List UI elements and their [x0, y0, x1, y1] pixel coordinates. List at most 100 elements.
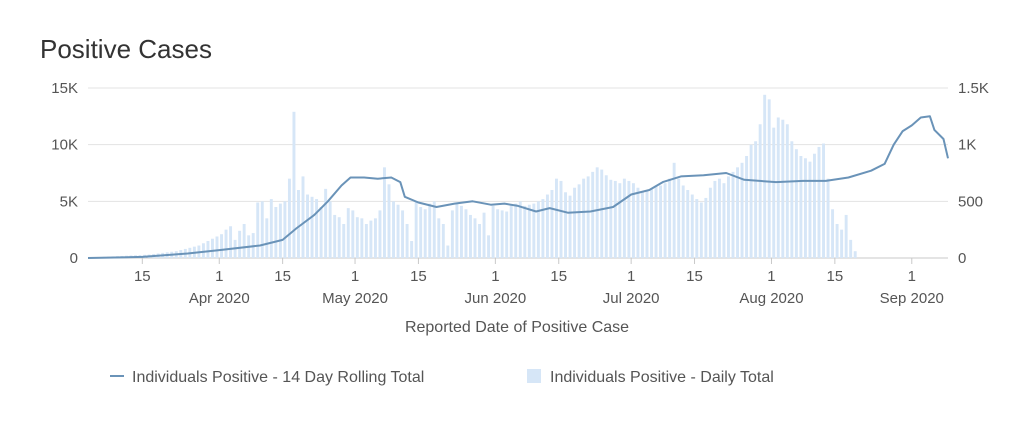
- y-right-tick-label: 1K: [958, 137, 976, 154]
- daily-bar: [469, 214, 472, 258]
- daily-bar: [808, 161, 812, 258]
- daily-bar: [754, 141, 758, 258]
- daily-bar: [378, 210, 382, 258]
- x-axis-title: Reported Date of Positive Case: [405, 319, 629, 336]
- daily-bar: [405, 224, 409, 258]
- legend-label-daily: Individuals Positive - Daily Total: [550, 369, 774, 386]
- daily-bar: [663, 183, 667, 258]
- daily-bar: [401, 210, 405, 258]
- daily-bar: [455, 203, 459, 258]
- daily-bar: [740, 162, 744, 258]
- daily-bar: [840, 229, 844, 258]
- daily-bar: [478, 224, 481, 258]
- daily-bar: [211, 238, 214, 258]
- x-month-label: Apr 2020: [189, 290, 250, 307]
- daily-bar: [319, 207, 323, 258]
- daily-bar: [351, 210, 355, 258]
- daily-bar: [306, 194, 309, 258]
- daily-bar: [383, 167, 386, 258]
- y-left-tick-label: 15K: [51, 80, 78, 97]
- rolling-line-layer: [87, 115, 949, 259]
- daily-bar: [342, 224, 346, 258]
- daily-bar: [545, 194, 549, 258]
- daily-bar: [229, 226, 233, 258]
- daily-bar: [514, 203, 518, 258]
- daily-bar: [509, 204, 513, 258]
- x-tick-label: 1: [351, 268, 359, 285]
- daily-bar: [736, 167, 739, 258]
- daily-bar: [849, 239, 853, 258]
- daily-bar: [822, 143, 825, 258]
- daily-bar: [686, 190, 690, 258]
- daily-bar: [482, 212, 486, 258]
- daily-bar: [776, 117, 780, 258]
- daily-bar: [844, 214, 848, 258]
- daily-bar: [772, 127, 776, 259]
- daily-bar: [704, 197, 708, 258]
- daily-bar: [695, 199, 699, 258]
- daily-bar: [360, 218, 364, 258]
- daily-bar: [491, 205, 495, 258]
- daily-bar: [604, 175, 608, 258]
- x-tick-label: 1: [627, 268, 635, 285]
- x-tick-label: 1: [215, 268, 223, 285]
- x-month-label: Aug 2020: [739, 290, 803, 307]
- daily-bar: [536, 201, 540, 258]
- daily-bar: [423, 209, 427, 258]
- daily-bar: [708, 187, 712, 258]
- daily-bar: [278, 203, 282, 258]
- x-month-label: Sep 2020: [880, 290, 944, 307]
- daily-bar: [287, 178, 291, 258]
- daily-bar: [817, 146, 821, 258]
- daily-bar: [242, 224, 246, 258]
- legend: Individuals Positive - 14 Day Rolling To…: [110, 369, 774, 386]
- daily-bar: [527, 204, 531, 258]
- daily-bar: [831, 209, 835, 258]
- y-right-tick-label: 0: [958, 250, 966, 267]
- daily-bar: [672, 162, 676, 258]
- daily-bar: [790, 141, 794, 258]
- daily-bar: [541, 199, 545, 258]
- daily-bar: [826, 178, 830, 258]
- daily-bar: [269, 199, 273, 258]
- daily-bar: [274, 207, 278, 258]
- daily-bar: [392, 201, 395, 258]
- legend-item-daily[interactable]: Individuals Positive - Daily Total: [527, 369, 774, 386]
- daily-bar: [550, 190, 554, 258]
- daily-bar: [763, 94, 767, 258]
- y-left-tick-label: 5K: [60, 193, 78, 210]
- daily-bar: [586, 176, 590, 258]
- daily-bar: [555, 178, 558, 258]
- daily-bar: [220, 234, 223, 258]
- daily-bar: [523, 205, 527, 258]
- daily-bar: [464, 209, 468, 258]
- x-tick-label: 15: [550, 268, 567, 285]
- daily-bar: [781, 119, 785, 258]
- daily-bar: [591, 171, 595, 258]
- daily-bar: [654, 185, 658, 258]
- daily-bar: [500, 210, 504, 258]
- daily-bar: [609, 179, 613, 258]
- daily-bar: [310, 196, 314, 258]
- x-month-label: Jun 2020: [465, 290, 527, 307]
- legend-item-rolling[interactable]: Individuals Positive - 14 Day Rolling To…: [110, 369, 424, 386]
- daily-bar: [568, 195, 572, 258]
- daily-bar: [496, 209, 500, 258]
- daily-bar: [677, 178, 681, 258]
- daily-bar: [238, 230, 242, 258]
- daily-bar: [473, 218, 477, 258]
- x-tick-label: 15: [686, 268, 703, 285]
- daily-bar: [333, 214, 337, 258]
- daily-bar: [487, 235, 491, 258]
- daily-bar: [758, 124, 762, 259]
- x-month-label: Jul 2020: [603, 290, 660, 307]
- daily-bar: [645, 190, 649, 258]
- daily-bar: [283, 201, 287, 258]
- daily-bar: [346, 208, 350, 258]
- daily-bar: [717, 178, 721, 258]
- daily-bar: [622, 178, 626, 258]
- daily-bar: [631, 183, 635, 258]
- y-left-tick-label: 0: [70, 250, 78, 267]
- x-tick-label: 15: [134, 268, 151, 285]
